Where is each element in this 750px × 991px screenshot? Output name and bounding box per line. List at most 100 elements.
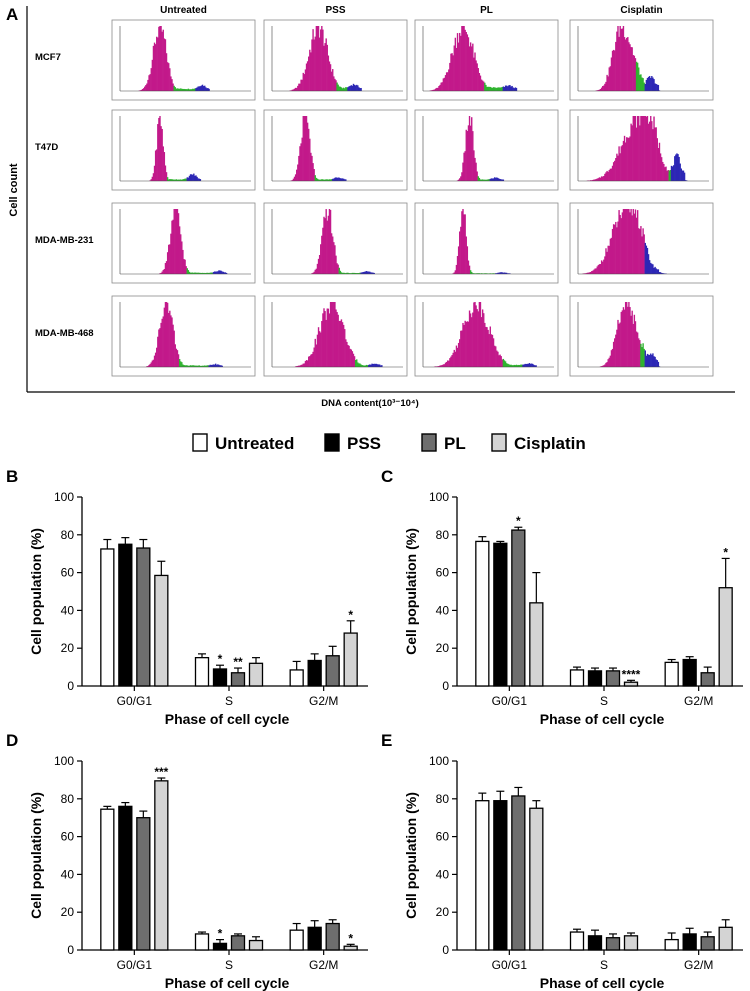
histogram-bin [602, 365, 604, 367]
histogram-bin [484, 179, 486, 181]
histogram-bin [465, 236, 467, 274]
histogram-bin [656, 269, 658, 274]
histogram-bin [455, 264, 458, 274]
histogram-bin [648, 354, 651, 367]
histogram-bin [161, 271, 163, 274]
histogram-bin [457, 342, 460, 367]
histogram-bin [187, 270, 190, 274]
histogram-bin [504, 85, 507, 91]
histogram-frame [111, 19, 256, 101]
histogram-3-2 [414, 295, 559, 377]
histogram-bin [632, 323, 634, 367]
histogram-bin [510, 364, 512, 367]
histogram-bin [657, 148, 660, 181]
histogram-bin [631, 310, 633, 367]
histogram-bin [190, 272, 193, 274]
histogram-bin [603, 365, 605, 367]
histogram-bin [323, 308, 325, 367]
histogram-bin [371, 272, 373, 274]
histogram-bin [498, 87, 500, 91]
histogram-bin [480, 273, 483, 274]
x-tick-label: G2/M [309, 694, 338, 708]
histogram-0-0 [111, 19, 256, 101]
histogram-bin [334, 177, 336, 181]
histogram-bin [479, 179, 482, 181]
histogram-bin [187, 177, 190, 181]
legend-item-3: Cisplatin [491, 433, 586, 453]
histogram-bin [160, 272, 162, 274]
histogram-bin [459, 178, 461, 181]
histogram-bin [206, 365, 208, 367]
histogram-bin [338, 177, 340, 181]
histogram-bin [308, 128, 310, 181]
histogram-bin [184, 365, 186, 367]
histogram-bin [204, 272, 206, 274]
histogram-bin [499, 354, 501, 367]
histogram-bin [683, 172, 686, 181]
x-tick-label: S [225, 694, 233, 708]
histogram-bin [330, 179, 333, 181]
histogram-bin [448, 69, 450, 91]
histogram-bin [366, 365, 369, 367]
histogram-bin [182, 364, 184, 367]
histogram-bin [483, 179, 485, 181]
histogram-bin [204, 365, 206, 367]
histogram-bin [505, 363, 508, 367]
histogram-bin [603, 175, 605, 181]
histogram-bin [294, 366, 297, 367]
histogram-bin [614, 50, 616, 91]
histogram-bin [653, 267, 655, 274]
histogram-bin [324, 311, 326, 367]
panel-a-x-label: DNA content(10³⁻10⁴) [321, 398, 419, 409]
histogram-bin [653, 356, 655, 367]
histogram-frame [111, 295, 256, 377]
histogram-bin [146, 83, 148, 91]
histogram-bin [326, 44, 328, 91]
histogram-bin [342, 178, 345, 181]
histogram-bin [162, 29, 164, 91]
histogram-bin [457, 246, 460, 274]
histogram-bin [471, 117, 473, 181]
histogram-bin [198, 178, 200, 181]
histogram-bin [681, 170, 684, 181]
histogram-bin [655, 83, 657, 91]
histogram-bin [646, 77, 649, 91]
histogram-bin [437, 366, 439, 367]
histogram-bin [157, 124, 159, 181]
histogram-bin [149, 363, 151, 367]
histogram-bin [477, 176, 479, 181]
y-tick-label: 0 [442, 943, 449, 957]
histogram-bin [437, 87, 439, 91]
histogram-bin [311, 353, 313, 367]
histogram-bin [353, 356, 356, 367]
histogram-bin [192, 174, 194, 181]
histogram-bin [159, 26, 161, 91]
histogram-bin [435, 88, 437, 91]
histogram-bin [609, 238, 612, 274]
histogram-bin [380, 365, 382, 367]
histogram-bin [316, 26, 319, 91]
histogram-bin [192, 88, 194, 91]
histogram-bin [212, 272, 215, 274]
histogram-bin [324, 43, 326, 91]
histogram-bin [154, 352, 157, 367]
histogram-2-2 [414, 202, 559, 284]
histogram-bin [201, 365, 204, 367]
histogram-bin [600, 176, 603, 181]
histogram-bin [151, 59, 154, 91]
histogram-bin [327, 55, 330, 91]
histogram-bin [315, 26, 318, 91]
histogram-bin [178, 88, 181, 91]
histogram-bin [682, 170, 685, 181]
histogram-bin [305, 360, 308, 367]
histogram-bin [619, 26, 621, 91]
histogram-bin [635, 61, 638, 91]
histogram-bin [465, 129, 467, 181]
legend-label: PL [444, 434, 466, 453]
histogram-bin [177, 354, 180, 367]
histogram-bin [297, 365, 299, 367]
histogram-bin [173, 179, 175, 181]
histogram-bin [476, 309, 478, 367]
histogram-bin [595, 179, 597, 181]
histogram-bin [606, 170, 608, 181]
